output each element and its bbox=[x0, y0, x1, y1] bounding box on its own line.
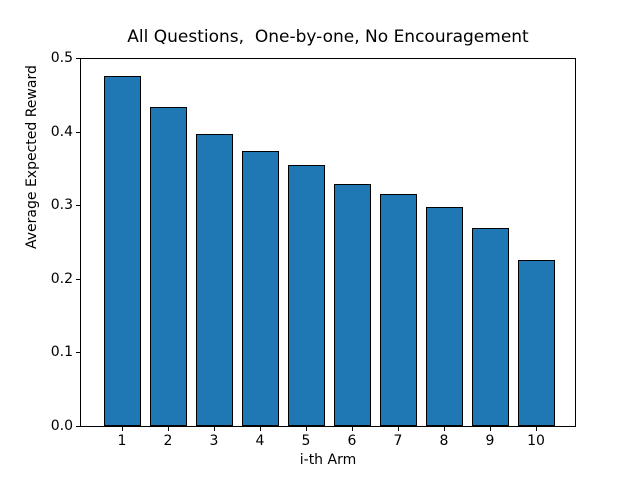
x-tick-label: 9 bbox=[485, 433, 495, 449]
y-tick bbox=[76, 352, 80, 353]
x-tick bbox=[260, 427, 261, 431]
y-tick-label: 0.3 bbox=[50, 197, 73, 213]
x-tick-label: 7 bbox=[393, 433, 403, 449]
y-tick-label: 0.2 bbox=[50, 271, 73, 287]
y-tick bbox=[76, 426, 80, 427]
y-axis-label: Average Expected Reward bbox=[24, 65, 40, 249]
plot-area bbox=[80, 58, 576, 427]
bar-arm-5 bbox=[287, 165, 325, 426]
bar-arm-7 bbox=[379, 194, 417, 426]
x-axis-label: i-th Arm bbox=[299, 452, 357, 468]
bar-arm-2 bbox=[149, 107, 187, 426]
bar-arm-6 bbox=[333, 184, 371, 426]
bar-arm-3 bbox=[195, 134, 233, 426]
y-tick-label: 0.5 bbox=[50, 50, 73, 66]
x-tick-label: 2 bbox=[163, 433, 173, 449]
x-tick-label: 1 bbox=[117, 433, 127, 449]
x-tick-label: 3 bbox=[209, 433, 219, 449]
x-tick-label: 4 bbox=[255, 433, 265, 449]
x-tick bbox=[444, 427, 445, 431]
y-tick bbox=[76, 132, 80, 133]
y-tick-label: 0.0 bbox=[50, 418, 73, 434]
y-tick bbox=[76, 58, 80, 59]
bar-arm-1 bbox=[103, 76, 141, 426]
y-tick bbox=[76, 205, 80, 206]
y-tick-label: 0.1 bbox=[50, 344, 73, 360]
x-tick bbox=[490, 427, 491, 431]
x-tick-label: 5 bbox=[301, 433, 311, 449]
x-tick bbox=[122, 427, 123, 431]
chart-title: All Questions, One-by-one, No Encouragem… bbox=[127, 27, 529, 47]
bar-arm-4 bbox=[241, 151, 279, 426]
x-tick bbox=[352, 427, 353, 431]
x-tick-label: 6 bbox=[347, 433, 357, 449]
y-tick-label: 0.4 bbox=[50, 124, 73, 140]
bar-arm-9 bbox=[471, 228, 509, 426]
bar-arm-8 bbox=[425, 207, 463, 426]
y-tick bbox=[76, 279, 80, 280]
x-tick bbox=[306, 427, 307, 431]
bar-arm-10 bbox=[517, 260, 555, 426]
x-tick-label: 8 bbox=[439, 433, 449, 449]
x-tick bbox=[536, 427, 537, 431]
x-tick bbox=[398, 427, 399, 431]
x-tick bbox=[214, 427, 215, 431]
x-tick bbox=[168, 427, 169, 431]
x-tick-label: 10 bbox=[527, 433, 545, 449]
